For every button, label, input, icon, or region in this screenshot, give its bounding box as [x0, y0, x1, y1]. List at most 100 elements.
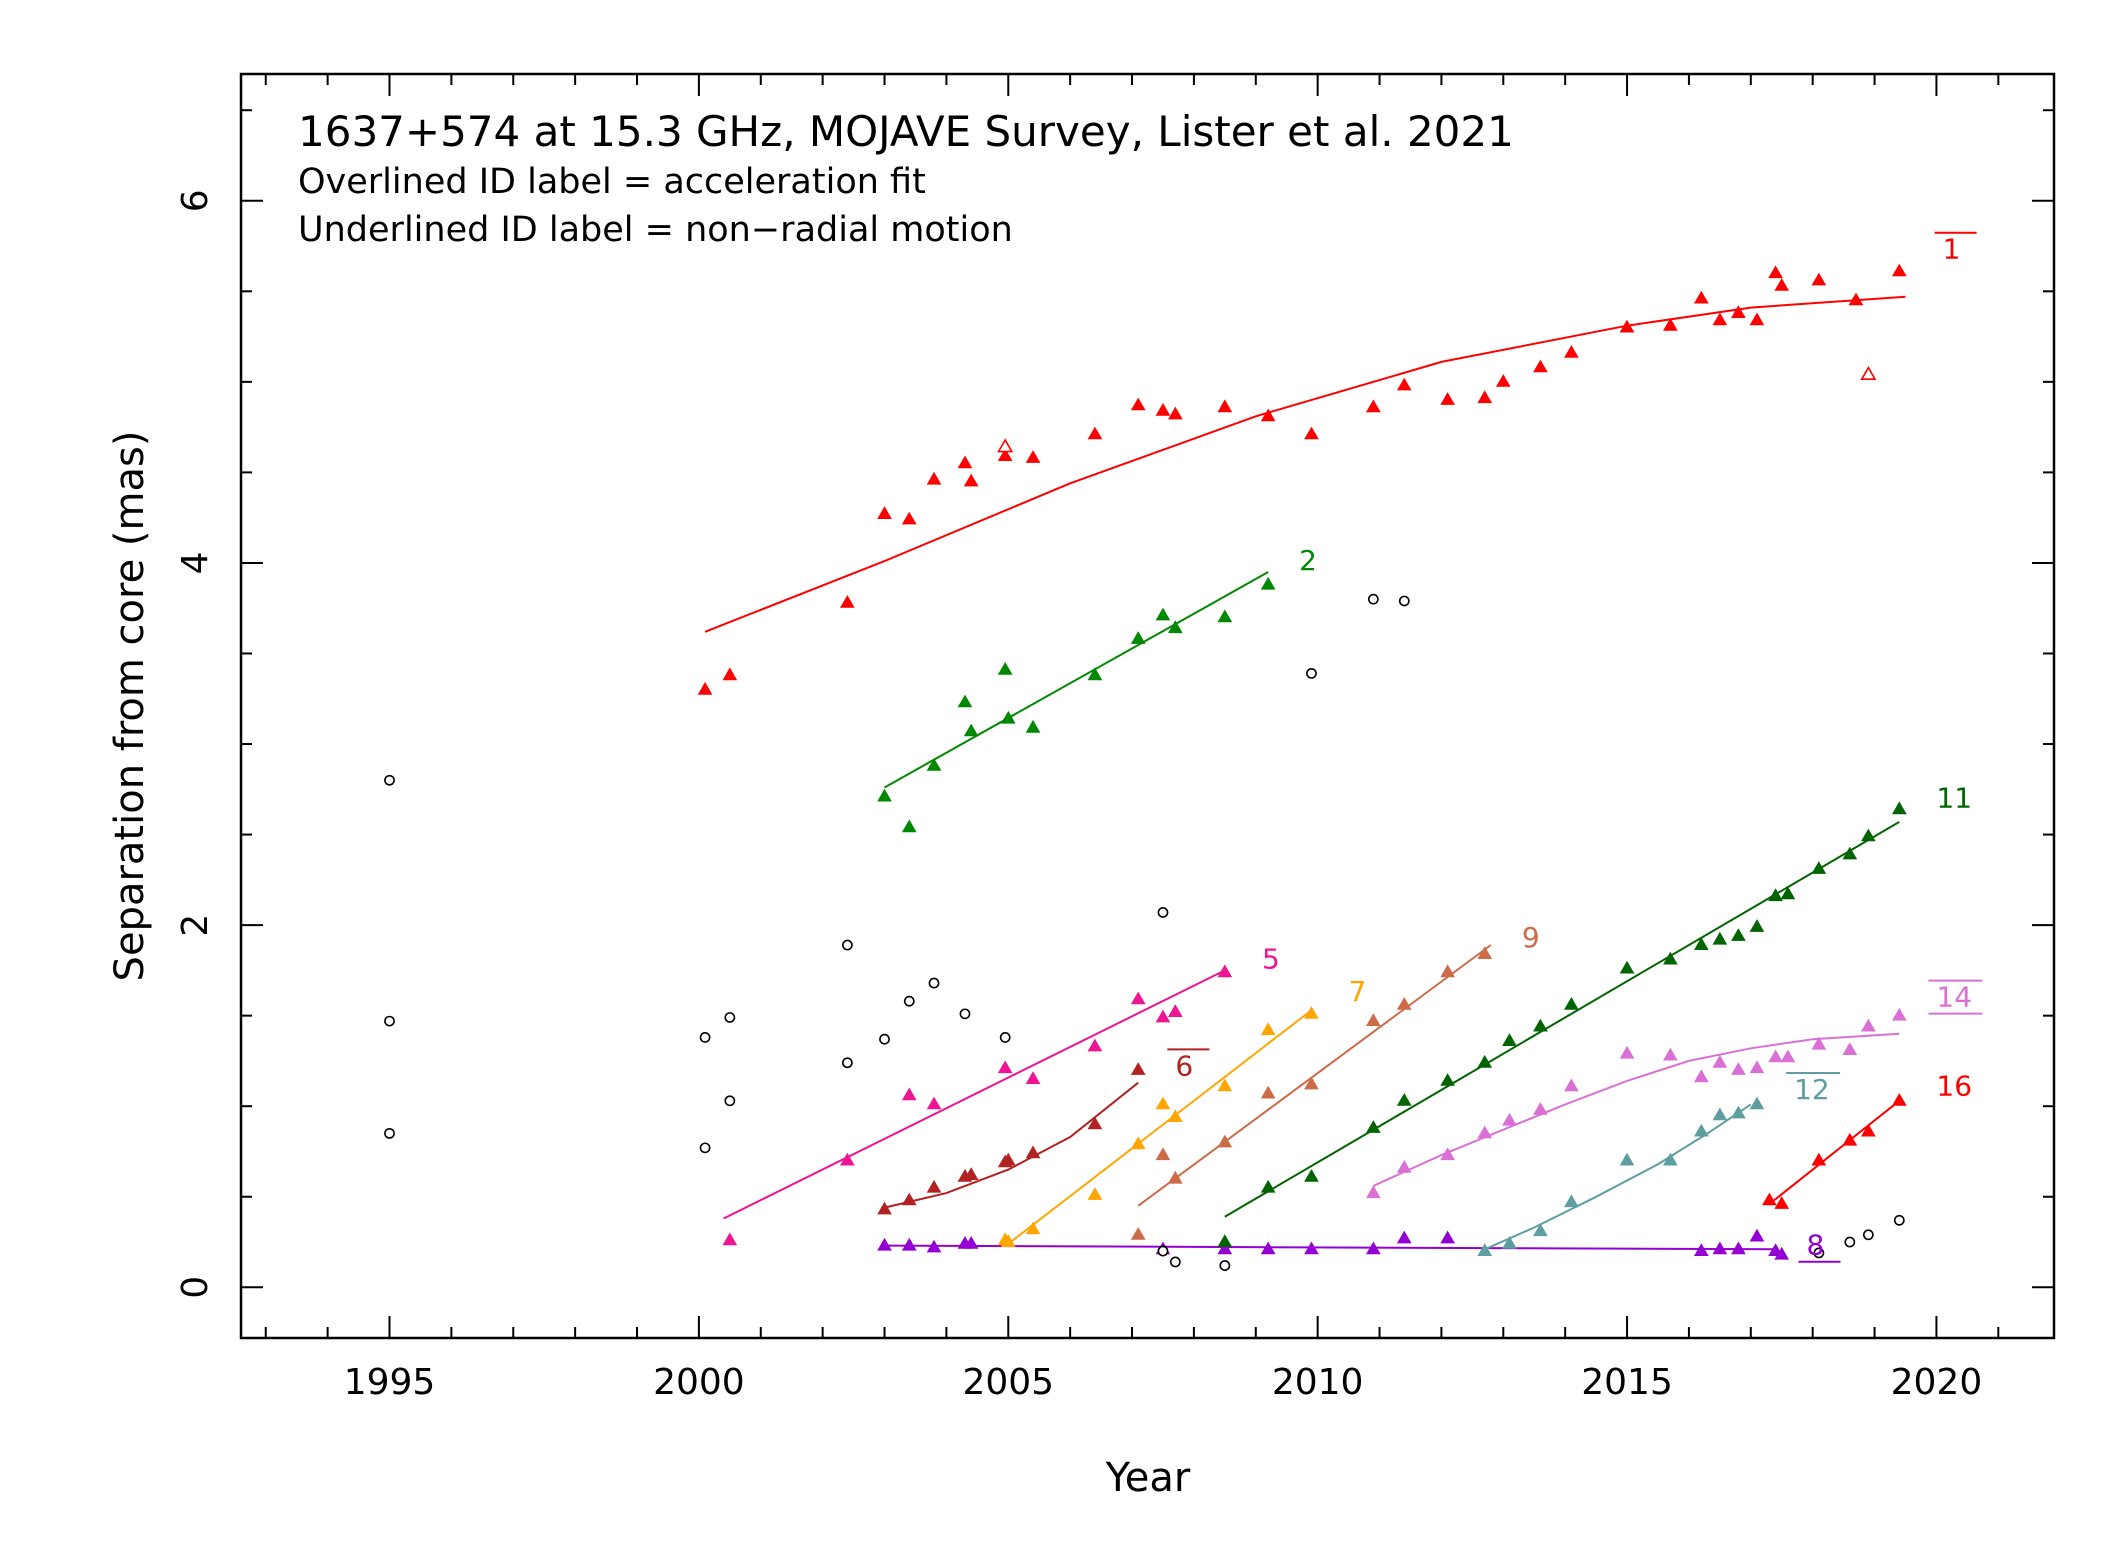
data-point-5	[1087, 1038, 1103, 1052]
data-point-12	[1712, 1107, 1728, 1121]
data-point-7	[1087, 1187, 1103, 1200]
data-point-11	[1304, 1168, 1319, 1182]
open-point-1	[997, 438, 1014, 453]
data-point-11	[1731, 928, 1746, 941]
fit-line-11	[1224, 821, 1900, 1218]
data-point-14	[1619, 1045, 1635, 1059]
data-point-14	[1892, 1007, 1907, 1021]
data-point-6	[1025, 1145, 1041, 1159]
data-point-1	[877, 506, 892, 519]
x-tick-label: 2015	[1581, 1362, 1673, 1403]
plot-frame	[239, 72, 2056, 1340]
unassociated-point	[928, 977, 940, 989]
data-point-8	[1712, 1241, 1728, 1255]
data-point-8	[1774, 1246, 1790, 1260]
unassociated-point	[1157, 1245, 1169, 1257]
component-label-5: 5	[1262, 943, 1280, 976]
component-label-12: 12	[1794, 1073, 1830, 1106]
data-point-14	[1712, 1054, 1728, 1068]
x-axis-title: Year	[1105, 1455, 1191, 1501]
data-point-8	[1694, 1243, 1709, 1256]
data-point-1	[840, 595, 855, 608]
data-point-14	[1768, 1049, 1783, 1063]
data-point-11	[1366, 1120, 1381, 1133]
data-point-16	[1811, 1152, 1827, 1166]
unassociated-point	[724, 1095, 736, 1107]
data-point-1	[1768, 265, 1783, 279]
unassociated-point	[1398, 595, 1410, 607]
fit-line-8	[884, 1244, 1776, 1251]
data-point-7	[1155, 1096, 1171, 1110]
y-tick-label: 4	[175, 551, 216, 574]
data-point-11	[1440, 1073, 1455, 1086]
data-point-11	[1861, 828, 1876, 842]
unassociated-point	[1813, 1247, 1825, 1259]
data-point-11	[1533, 1018, 1548, 1032]
fit-line-7	[1007, 1009, 1313, 1245]
unassociated-point	[699, 1142, 711, 1154]
fit-line-14	[1372, 1032, 1900, 1187]
data-point-11	[1694, 937, 1709, 950]
data-point-16	[1842, 1132, 1858, 1146]
component-label-7: 7	[1349, 975, 1367, 1008]
data-point-5	[840, 1152, 855, 1166]
fit-lines	[704, 295, 1906, 1251]
open-point-1	[1860, 365, 1877, 381]
data-point-12	[1749, 1096, 1765, 1110]
data-point-2	[1087, 667, 1103, 681]
data-point-7	[1217, 1078, 1233, 1092]
fit-line-6	[884, 1081, 1139, 1209]
data-point-14	[1533, 1101, 1548, 1115]
data-point-12	[1619, 1152, 1635, 1166]
unassociated-point	[959, 1008, 971, 1020]
unassociated-point	[1306, 668, 1317, 679]
data-point-1	[963, 473, 979, 487]
data-point-5	[722, 1232, 738, 1246]
fit-line-9	[1137, 944, 1492, 1207]
data-point-6	[1087, 1116, 1103, 1130]
data-point-6	[901, 1192, 917, 1206]
data-point-11	[1260, 1179, 1276, 1193]
data-point-11	[1749, 919, 1765, 932]
data-point-1	[1440, 392, 1455, 405]
data-point-1	[1304, 426, 1319, 440]
data-point-2	[1025, 719, 1041, 733]
data-point-2	[901, 819, 917, 833]
data-point-8	[1749, 1228, 1765, 1242]
data-point-1	[1396, 377, 1412, 391]
data-point-1	[697, 681, 713, 695]
chart-subtitle-1: Overlined ID label = acceleration fit	[298, 162, 926, 202]
data-point-8	[926, 1239, 942, 1253]
data-point-7	[1130, 1136, 1146, 1150]
data-point-2	[1217, 609, 1233, 623]
fit-line-1	[704, 295, 1906, 633]
chart-title: 1637+574 at 15.3 GHz, MOJAVE Survey, Lis…	[298, 107, 1514, 156]
component-label-1: 1	[1943, 233, 1961, 266]
data-point-7	[1000, 1234, 1016, 1247]
data-point-8	[1731, 1241, 1746, 1255]
data-point-11	[1396, 1093, 1412, 1106]
x-tick-label: 2000	[653, 1362, 745, 1403]
data-point-1	[1087, 426, 1103, 440]
data-point-12	[1731, 1105, 1746, 1119]
data-point-11	[1564, 997, 1579, 1010]
unassociated-point	[1862, 1229, 1874, 1241]
data-point-1	[1533, 359, 1548, 373]
data-point-1	[1811, 272, 1827, 286]
data-point-1	[1564, 345, 1579, 358]
data-point-1	[1217, 399, 1233, 413]
component-label-16: 16	[1936, 1069, 1972, 1102]
data-point-1	[1260, 408, 1276, 422]
data-point-11	[1892, 801, 1907, 815]
fit-line-16	[1768, 1100, 1900, 1205]
fit-line-12	[1484, 1103, 1752, 1251]
data-point-2	[963, 723, 979, 737]
data-point-6	[1130, 1062, 1146, 1075]
data-point-1	[1366, 399, 1381, 413]
unassociated-point	[879, 1033, 890, 1045]
unassociated-point	[699, 1031, 711, 1043]
data-point-12	[1502, 1235, 1517, 1249]
data-point-1	[1694, 290, 1709, 304]
data-point-2	[926, 758, 942, 771]
